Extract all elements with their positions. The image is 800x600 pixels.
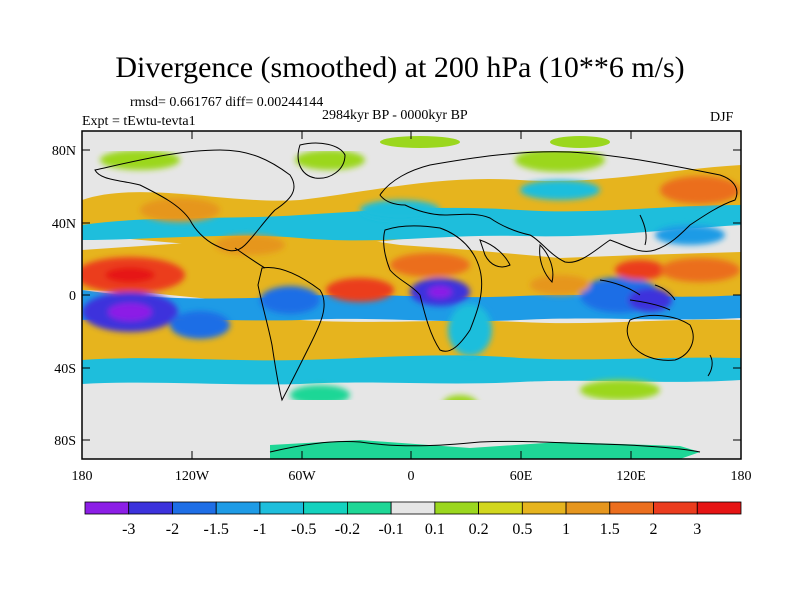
legend-swatch xyxy=(215,501,261,515)
legend-swatch xyxy=(521,501,567,515)
lon-label-180e: 180 xyxy=(731,469,752,484)
map-title: Divergence (smoothed) at 200 hPa (10**6 … xyxy=(115,51,685,84)
lat-label-40s: 40S xyxy=(54,362,76,377)
legend-label: 0.5 xyxy=(512,521,532,538)
legend-swatch xyxy=(84,501,130,515)
experiment-label: Expt = tEwtu-tevta1 xyxy=(82,114,196,129)
rmsd-stat: rmsd= 0.661767 diff= 0.00244144 xyxy=(130,95,324,110)
legend-swatch xyxy=(259,501,305,515)
lat-label-80s: 80S xyxy=(54,434,76,449)
lat-label-0: 0 xyxy=(69,289,76,304)
legend-swatch xyxy=(478,501,523,515)
lon-label-120w: 120W xyxy=(175,469,210,484)
legend-swatch xyxy=(609,501,654,515)
lat-ticks xyxy=(82,149,741,441)
time-period: 2984kyr BP - 0000kyr BP xyxy=(322,108,468,123)
legend-label: 2 xyxy=(650,521,658,538)
legend-label: 1 xyxy=(562,521,570,538)
legend-swatch xyxy=(172,501,217,515)
legend-swatch xyxy=(565,501,611,515)
lon-label-120e: 120E xyxy=(616,469,646,484)
lat-label-80n: 80N xyxy=(52,144,76,159)
lon-ticks xyxy=(191,131,632,459)
legend-label: -2 xyxy=(166,521,179,538)
lon-label-60w: 60W xyxy=(288,469,316,484)
lat-label-40n: 40N xyxy=(52,217,76,232)
legend-label: -0.5 xyxy=(291,521,316,538)
legend-swatch xyxy=(390,501,436,515)
legend-swatch xyxy=(434,501,479,515)
legend-label: 3 xyxy=(693,521,701,538)
legend-label: -0.1 xyxy=(378,521,403,538)
legend-label: 1.5 xyxy=(600,521,620,538)
legend-swatch xyxy=(128,501,173,515)
legend-bar xyxy=(84,501,742,515)
legend-label: 0.1 xyxy=(425,521,445,538)
coastlines xyxy=(94,142,738,453)
lon-label-180w: 180 xyxy=(72,469,93,484)
legend-swatch xyxy=(303,501,348,515)
legend-labels: -3 -2 -1.5 -1 -0.5 -0.2 -0.1 0.1 0.2 0.5 1 1.5 2 3 xyxy=(122,521,701,538)
legend-swatch xyxy=(696,501,742,515)
legend-label: 0.2 xyxy=(469,521,489,538)
season-label: DJF xyxy=(710,110,734,125)
legend-label: -3 xyxy=(122,521,135,538)
lon-label-60e: 60E xyxy=(510,469,533,484)
divergence-field xyxy=(82,131,741,459)
legend-label: -0.2 xyxy=(335,521,360,538)
legend-swatch xyxy=(346,501,392,515)
legend-label: -1.5 xyxy=(204,521,229,538)
legend-label: -1 xyxy=(253,521,266,538)
lon-label-0: 0 xyxy=(408,469,415,484)
legend-swatch xyxy=(653,501,698,515)
